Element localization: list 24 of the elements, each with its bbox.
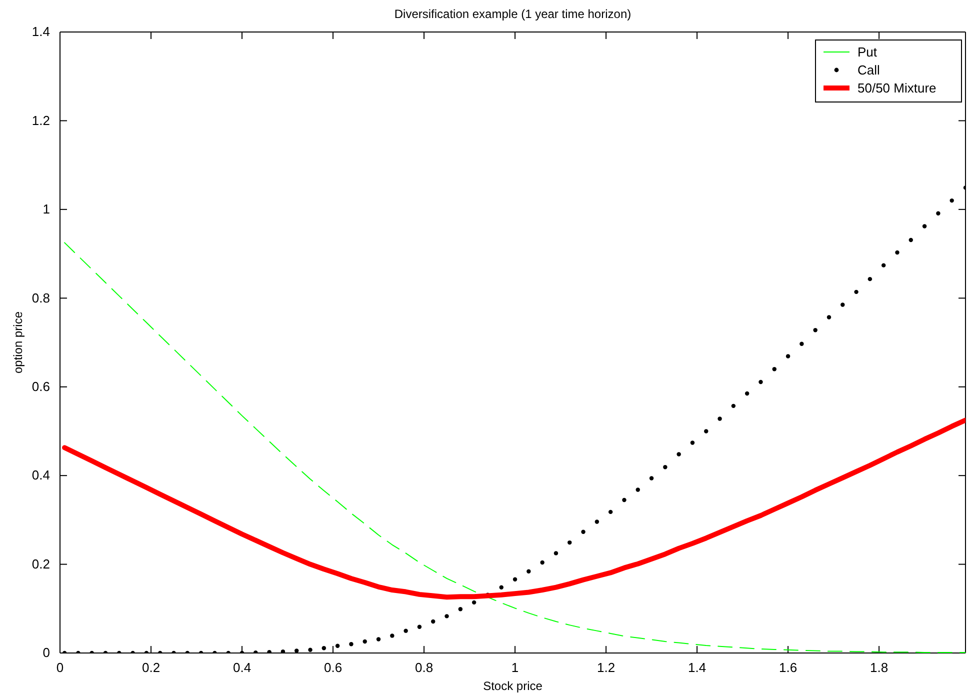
x-tick-label: 0.4 [232, 660, 252, 676]
chart-title: Diversification example (1 year time horizon) [394, 7, 632, 21]
y-tick-label: 0.8 [32, 290, 50, 306]
y-tick-label: 1.4 [32, 24, 50, 40]
x-tick-label: 0.2 [142, 660, 160, 676]
x-tick-label: 0.6 [324, 660, 342, 676]
legend-label: Call [858, 62, 880, 78]
x-axis-title: Stock price [483, 679, 543, 693]
y-tick-label: 0.2 [32, 556, 50, 572]
x-tick-label: 1.8 [870, 660, 888, 676]
legend-label: Put [858, 44, 878, 60]
y-tick-label: 0 [42, 645, 50, 660]
y-tick-label: 1 [42, 202, 50, 217]
x-tick-label: 1.4 [688, 660, 706, 676]
x-tick-label: 1.2 [596, 660, 616, 676]
y-tick-label: 0.6 [32, 379, 50, 394]
x-tick-label: 1 [511, 660, 519, 676]
legend-label: 50/50 Mixture [858, 80, 936, 96]
y-axis-title: option price [11, 311, 25, 374]
x-tick-label: 0 [56, 660, 64, 676]
y-tick-label: 0.4 [32, 468, 50, 483]
x-tick-label: 0.8 [414, 660, 434, 676]
x-tick-label: 1.6 [779, 660, 798, 676]
y-tick-label: 1.2 [32, 112, 50, 128]
